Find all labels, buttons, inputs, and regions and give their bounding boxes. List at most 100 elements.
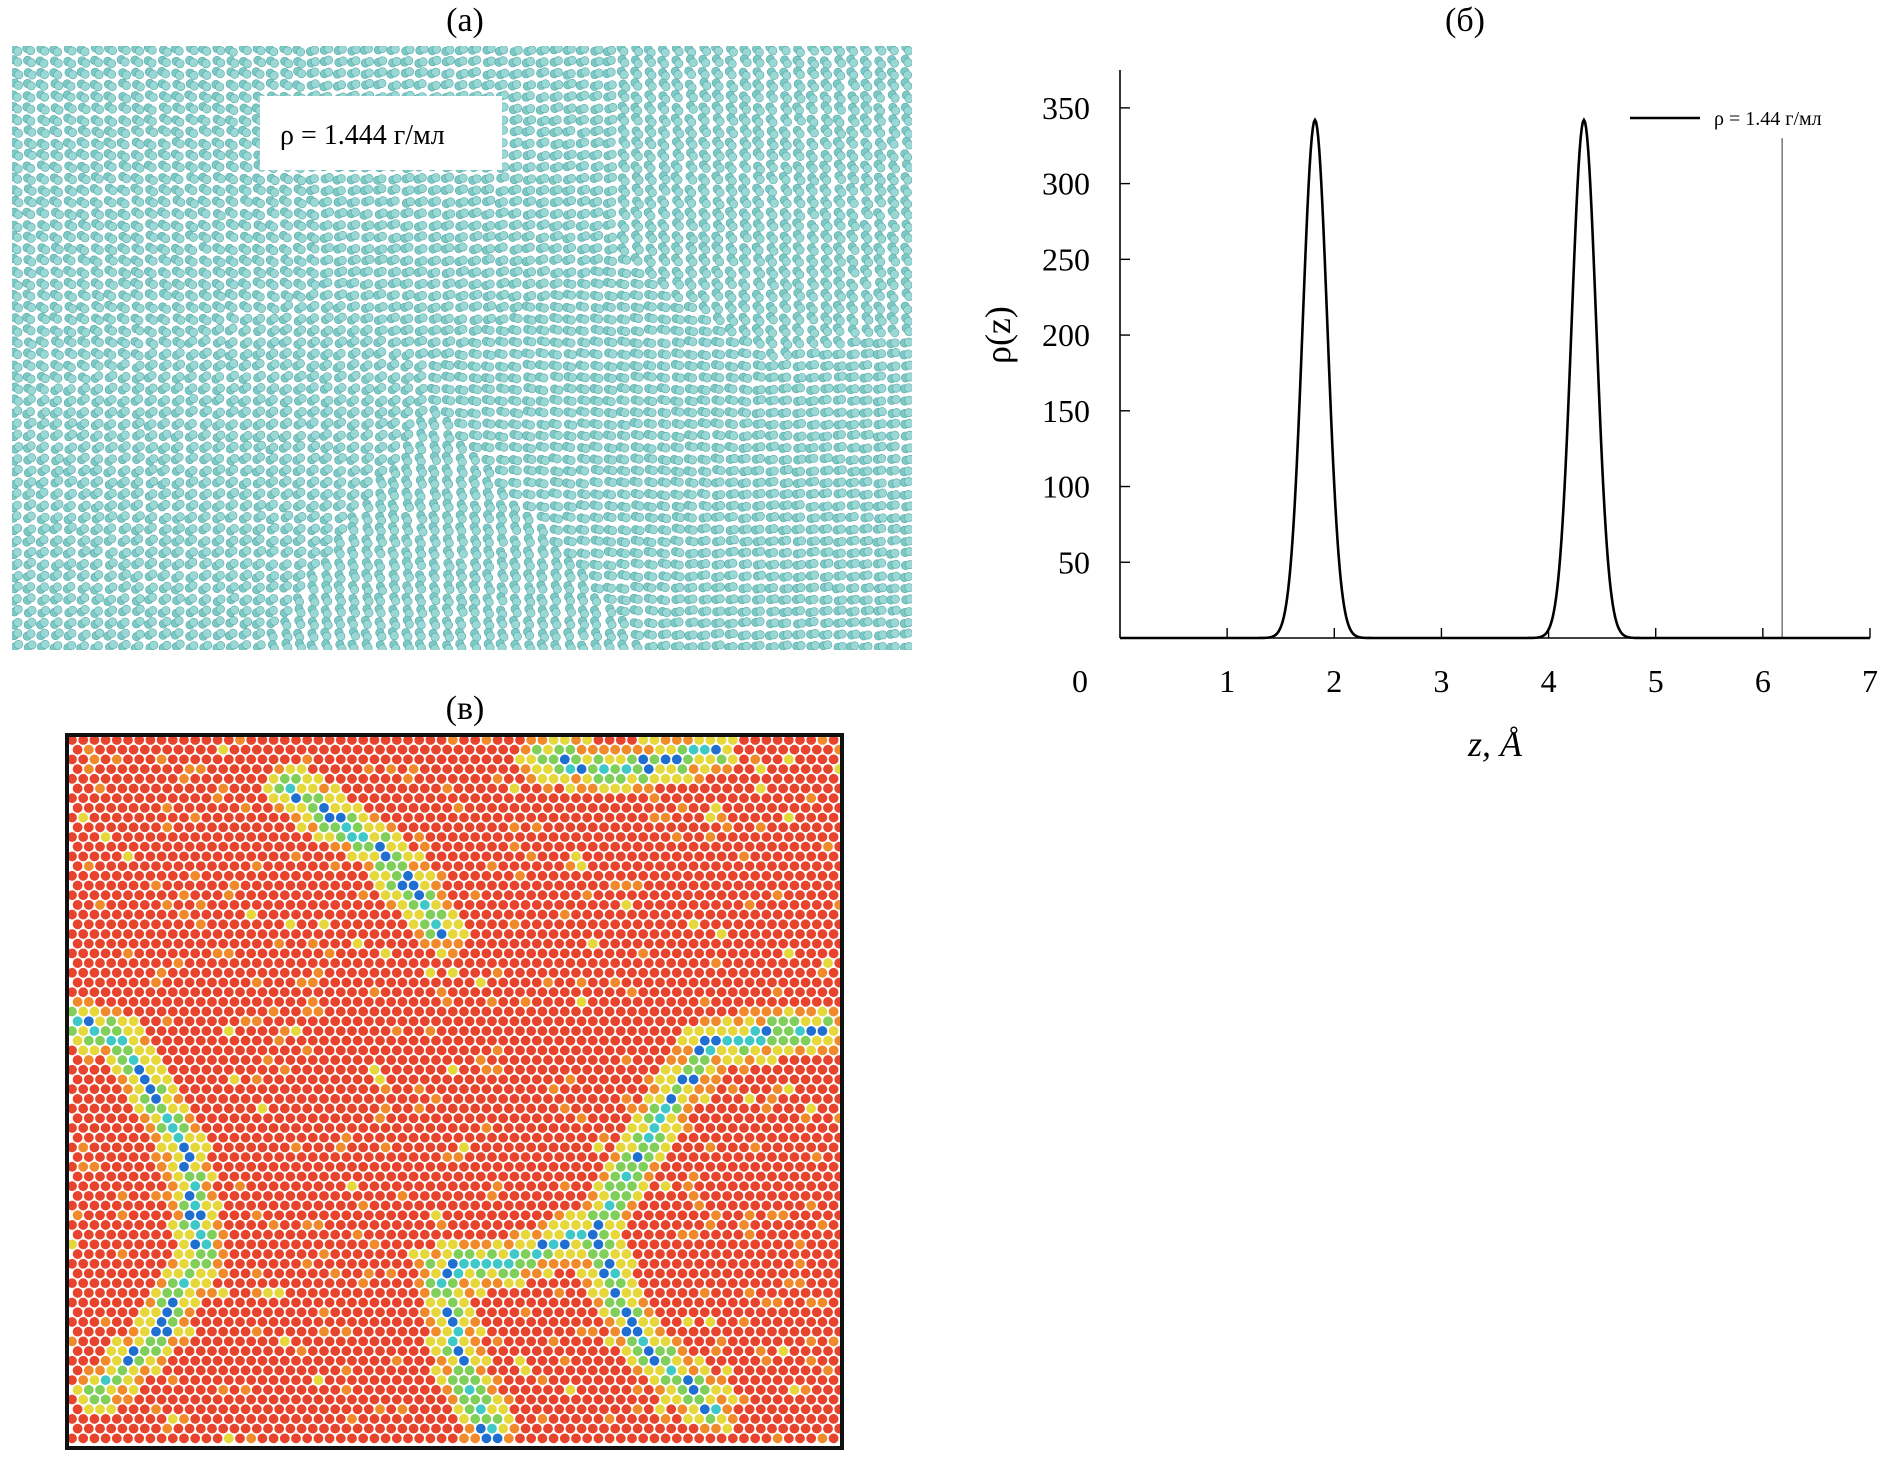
particle bbox=[309, 197, 319, 207]
particle bbox=[485, 384, 495, 394]
particle bbox=[822, 211, 832, 221]
particle bbox=[162, 115, 172, 125]
particle bbox=[403, 468, 413, 478]
particle bbox=[607, 80, 617, 90]
particle bbox=[68, 316, 78, 326]
particle bbox=[541, 150, 551, 160]
particle bbox=[432, 362, 442, 372]
particle bbox=[862, 223, 872, 233]
particle bbox=[445, 68, 455, 78]
particle bbox=[500, 384, 510, 394]
particle bbox=[891, 257, 901, 267]
particle bbox=[68, 222, 78, 232]
particle bbox=[810, 384, 820, 394]
particle bbox=[135, 417, 145, 427]
particle bbox=[527, 325, 537, 335]
particle bbox=[229, 151, 239, 161]
particle bbox=[215, 93, 225, 103]
particle bbox=[364, 173, 374, 183]
particle bbox=[795, 187, 805, 197]
particle bbox=[675, 386, 685, 396]
particle bbox=[175, 418, 185, 428]
particle bbox=[621, 466, 631, 476]
particle bbox=[108, 104, 118, 114]
particle bbox=[742, 199, 752, 209]
particle bbox=[404, 220, 414, 230]
particle bbox=[782, 383, 792, 393]
particle bbox=[727, 327, 737, 337]
particle bbox=[337, 453, 347, 463]
particle bbox=[554, 138, 564, 148]
particle bbox=[215, 441, 225, 451]
particle bbox=[850, 81, 860, 91]
particle bbox=[728, 222, 738, 232]
particle bbox=[728, 129, 738, 139]
particle bbox=[216, 117, 226, 127]
particle bbox=[446, 197, 456, 207]
particle bbox=[176, 315, 186, 325]
particle bbox=[659, 59, 669, 69]
particle bbox=[768, 270, 778, 280]
particle bbox=[527, 337, 537, 347]
particle bbox=[715, 361, 725, 371]
particle bbox=[863, 407, 873, 417]
particle bbox=[863, 82, 873, 92]
particle bbox=[417, 173, 427, 183]
particle bbox=[377, 174, 387, 184]
particle bbox=[823, 442, 833, 452]
particle bbox=[835, 140, 845, 150]
particle bbox=[661, 174, 671, 184]
particle bbox=[701, 442, 711, 452]
particle bbox=[13, 454, 23, 464]
particle bbox=[93, 199, 103, 209]
particle bbox=[53, 70, 63, 80]
particle bbox=[201, 335, 211, 345]
particle bbox=[809, 198, 819, 208]
particle bbox=[120, 57, 130, 67]
particle bbox=[67, 104, 77, 114]
particle bbox=[81, 350, 91, 360]
particle bbox=[567, 91, 577, 101]
particle bbox=[796, 176, 806, 186]
particle bbox=[95, 292, 105, 302]
particle bbox=[188, 232, 198, 242]
particle bbox=[79, 407, 89, 417]
particle bbox=[53, 383, 63, 393]
particle bbox=[863, 384, 873, 394]
particle bbox=[228, 303, 238, 313]
particle bbox=[525, 67, 535, 77]
particle bbox=[351, 244, 361, 254]
particle bbox=[297, 280, 307, 290]
particle bbox=[513, 349, 523, 359]
particle bbox=[620, 408, 630, 418]
particle bbox=[134, 234, 144, 244]
particle bbox=[579, 361, 589, 371]
particle bbox=[418, 420, 428, 430]
particle bbox=[756, 418, 766, 428]
particle bbox=[418, 325, 428, 335]
particle bbox=[781, 292, 791, 302]
particle bbox=[445, 267, 455, 277]
particle bbox=[553, 338, 563, 348]
particle bbox=[337, 80, 347, 90]
particle bbox=[365, 254, 375, 264]
particle bbox=[68, 70, 78, 80]
particle bbox=[68, 211, 78, 221]
particle bbox=[297, 302, 307, 312]
particle bbox=[688, 397, 698, 407]
particle bbox=[26, 81, 36, 91]
particle bbox=[216, 245, 226, 255]
particle bbox=[93, 186, 103, 196]
particle bbox=[147, 116, 157, 126]
particle bbox=[633, 339, 643, 349]
particle bbox=[445, 243, 455, 253]
particle bbox=[539, 442, 549, 452]
particle bbox=[161, 140, 171, 150]
particle bbox=[608, 114, 618, 124]
particle bbox=[418, 313, 428, 323]
particle bbox=[189, 128, 199, 138]
particle bbox=[283, 221, 293, 231]
particle bbox=[417, 302, 427, 312]
particle bbox=[809, 141, 819, 151]
particle bbox=[229, 406, 239, 416]
